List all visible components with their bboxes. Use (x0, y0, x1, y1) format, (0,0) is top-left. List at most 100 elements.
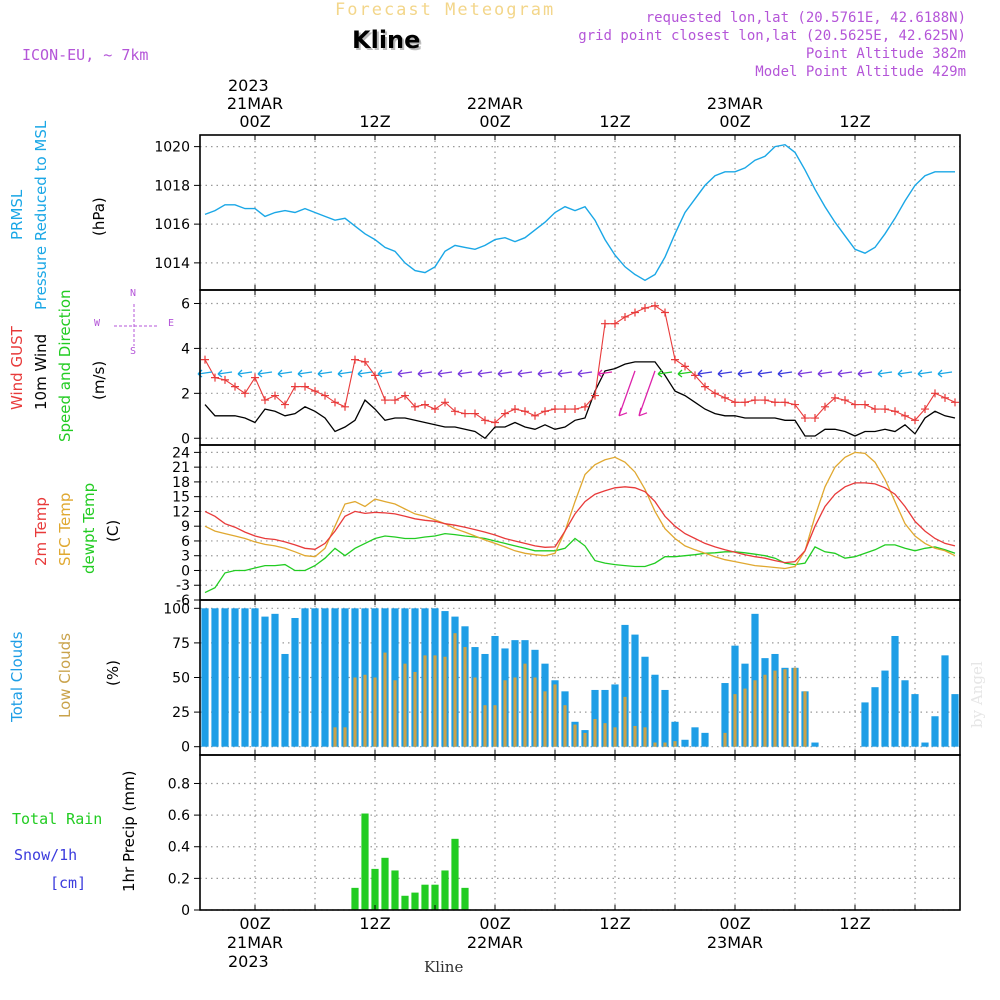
gust-marker (811, 414, 819, 423)
panel-frame (199, 289, 961, 446)
low-cloud-bar (473, 677, 477, 747)
gust-marker (351, 355, 359, 364)
total-cloud-bar (261, 616, 269, 747)
low-cloud-bar (653, 742, 657, 747)
low-cloud-bar (403, 663, 407, 747)
low-cloud-bar (513, 677, 517, 747)
low-cloud-bar (493, 705, 497, 747)
pressure-line (204, 143, 955, 282)
low-cloud-bar (443, 656, 447, 747)
gust-marker (451, 407, 459, 416)
low-cloud-bar (553, 684, 557, 747)
low-cloud-bar (393, 680, 397, 747)
gust-marker (781, 398, 789, 407)
total-cloud-bar (751, 613, 759, 747)
total-cloud-bar (631, 634, 639, 747)
low-cloud-bar (613, 727, 617, 747)
gust-marker (281, 400, 289, 409)
bottom-year: 2023 (228, 952, 269, 971)
compass-s: S (130, 346, 137, 357)
total-cloud-bar (921, 742, 929, 747)
gust-marker (571, 405, 579, 414)
gust-marker (621, 312, 629, 321)
gust-marker (501, 409, 509, 418)
gust-marker (631, 308, 639, 317)
axes-layer: 10141016101810200246-6-30369121518212402… (154, 134, 961, 919)
total-cloud-bar (671, 721, 679, 747)
gust-marker (481, 416, 489, 425)
low-cloud-bar (363, 674, 367, 747)
total-cloud-bar (951, 694, 959, 747)
rain-bar (391, 870, 399, 910)
pressure-label-name: Pressure Reduced to MSL (32, 120, 50, 310)
gust-marker (301, 382, 309, 391)
gust-marker (541, 407, 549, 416)
wind-arrow (777, 369, 793, 378)
gust-marker (801, 414, 809, 423)
wind-arrow (618, 370, 636, 417)
gust-marker (611, 319, 619, 328)
wind-label-speed-dir: Speed and Direction (56, 289, 74, 442)
gust-marker (601, 319, 609, 328)
precip-label-axis: 1hr Precip (mm) (120, 770, 138, 892)
bottom-hour-label: 00Z (239, 914, 271, 933)
y-tick-label: 6 (181, 296, 190, 312)
total-cloud-bar (331, 608, 339, 747)
top-date-label: 21MAR (226, 94, 284, 113)
y-tick-label: 15 (172, 490, 190, 506)
gust-marker (311, 387, 319, 396)
low-cloud-bar (503, 680, 507, 747)
gust-marker (341, 402, 349, 411)
total-cloud-bar (641, 656, 649, 747)
total-cloud-bar (651, 674, 659, 747)
y-tick-label: 1018 (154, 178, 190, 194)
wind-arrow (497, 369, 513, 378)
wind-arrow (377, 369, 393, 378)
total-cloud-bar (491, 635, 499, 747)
low-cloud-bar (413, 671, 417, 747)
y-tick-label: 50 (172, 671, 190, 687)
total-cloud-bar (931, 716, 939, 747)
low-cloud-bar (803, 691, 807, 747)
total-cloud-bar (481, 653, 489, 747)
gust-marker (871, 405, 879, 414)
low-cloud-bar (463, 647, 467, 747)
low-cloud-bar (373, 677, 377, 747)
gust-marker (291, 382, 299, 391)
gust-marker (861, 400, 869, 409)
low-cloud-bar (593, 719, 597, 747)
total-cloud-bar (891, 635, 899, 747)
low-cloud-bar (753, 680, 757, 747)
total-cloud-bar (681, 739, 689, 747)
wind-arrow (657, 369, 673, 378)
total-cloud-bar (871, 687, 879, 747)
bottom-hour-label: 12Z (599, 914, 631, 933)
y-tick-label: -6 (176, 593, 190, 609)
gust-marker (331, 398, 339, 407)
top-hour-label: 12Z (599, 112, 631, 131)
wind-arrow (677, 369, 693, 378)
rain-bar (461, 887, 469, 910)
wind-arrow (237, 369, 253, 378)
low-cloud-bar (523, 663, 527, 747)
y-tick-label: 4 (181, 341, 190, 357)
low-cloud-bar (453, 633, 457, 747)
top-hour-label: 00Z (719, 112, 751, 131)
gust-marker (731, 398, 739, 407)
total-cloud-bar (281, 653, 289, 747)
wind-arrow (557, 369, 573, 378)
gust-marker (701, 382, 709, 391)
wind-arrow (417, 369, 433, 378)
low-cloud-bar (343, 727, 347, 747)
gust-marker (841, 396, 849, 405)
wind-arrow (317, 369, 333, 378)
y-tick-label: 12 (172, 504, 190, 520)
low-cloud-bar (723, 732, 727, 747)
gust-marker (941, 393, 949, 402)
bottom-hour-label: 12Z (359, 914, 391, 933)
gust-marker (561, 405, 569, 414)
gust-marker (721, 393, 729, 402)
model-label: ICON-EU, ~ 7km (22, 46, 149, 64)
rain-bar (401, 895, 409, 910)
y-tick-label: -3 (176, 578, 190, 594)
